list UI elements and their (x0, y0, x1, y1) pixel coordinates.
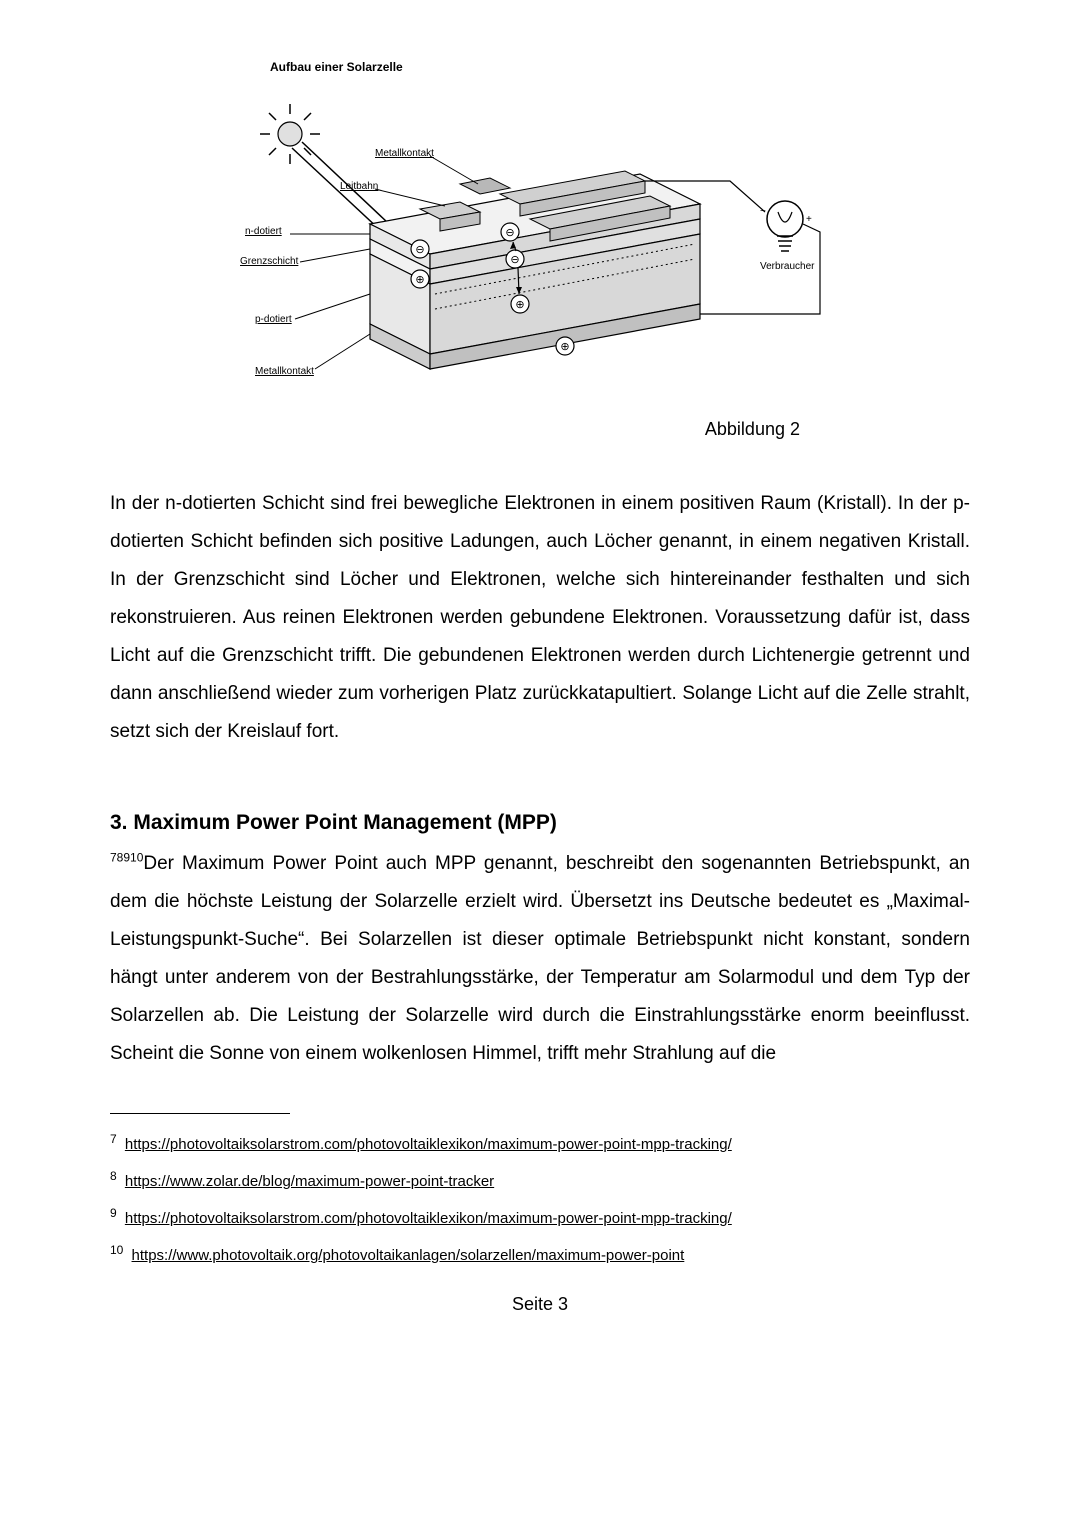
svg-text:⊕: ⊕ (515, 299, 524, 311)
lightbulb-icon (767, 201, 803, 251)
paragraph-1: In der n-dotierten Schicht sind frei bew… (110, 485, 970, 751)
diagram-title: Aufbau einer Solarzelle (270, 60, 860, 74)
label-grenzschicht: Grenzschicht (240, 256, 299, 267)
footnote-refs: 78910 (110, 851, 143, 865)
paragraph-2: 78910Der Maximum Power Point auch MPP ge… (110, 845, 970, 1073)
figure-caption: Abbildung 2 (705, 419, 800, 439)
footnote-item: 10 https://www.photovoltaik.org/photovol… (110, 1243, 970, 1264)
plus-label: + (806, 214, 812, 225)
section-heading: 3. Maximum Power Point Management (MPP) (110, 811, 970, 835)
footnote-item: 8 https://www.zolar.de/blog/maximum-powe… (110, 1169, 970, 1190)
solar-cell-block: ⊖ ⊖ ⊖ ⊕ ⊕ ⊕ (370, 171, 700, 369)
footnote-number: 8 (110, 1169, 117, 1183)
footnote-link[interactable]: https://www.photovoltaik.org/photovoltai… (132, 1247, 685, 1264)
label-n-dotiert: n-dotiert (245, 226, 282, 237)
paragraph-2-text: Der Maximum Power Point auch MPP genannt… (110, 853, 970, 1064)
footnote-link[interactable]: https://photovoltaiksolarstrom.com/photo… (125, 1136, 732, 1153)
page-number: Seite 3 (110, 1294, 970, 1315)
diagram-container: Aufbau einer Solarzelle (220, 60, 860, 440)
footnote-separator (110, 1113, 290, 1114)
footnote-number: 9 (110, 1206, 117, 1220)
svg-text:⊖: ⊖ (505, 227, 514, 239)
svg-text:⊖: ⊖ (415, 244, 424, 256)
footnote-item: 7 https://photovoltaiksolarstrom.com/pho… (110, 1132, 970, 1153)
footnote-item: 9 https://photovoltaiksolarstrom.com/pho… (110, 1206, 970, 1227)
solar-cell-diagram: ⊖ ⊖ ⊖ ⊕ ⊕ ⊕ Metallkontakt Leitbah (220, 84, 860, 414)
footnote-number: 7 (110, 1132, 117, 1146)
footnote-link[interactable]: https://www.zolar.de/blog/maximum-power-… (125, 1173, 494, 1190)
footnote-number: 10 (110, 1243, 123, 1257)
label-leitbahn: Leitbahn (340, 181, 378, 192)
svg-text:⊖: ⊖ (510, 254, 519, 266)
svg-text:⊕: ⊕ (415, 274, 424, 286)
footnote-link[interactable]: https://photovoltaiksolarstrom.com/photo… (125, 1210, 732, 1227)
label-metallkontakt-bottom: Metallkontakt (255, 366, 314, 377)
label-verbraucher: Verbraucher (760, 261, 815, 272)
label-metallkontakt-top: Metallkontakt (375, 148, 434, 159)
label-p-dotiert: p-dotiert (255, 314, 292, 325)
sun-icon (260, 104, 320, 164)
svg-text:⊕: ⊕ (560, 341, 569, 353)
footnotes-section: 7 https://photovoltaiksolarstrom.com/pho… (110, 1113, 970, 1264)
